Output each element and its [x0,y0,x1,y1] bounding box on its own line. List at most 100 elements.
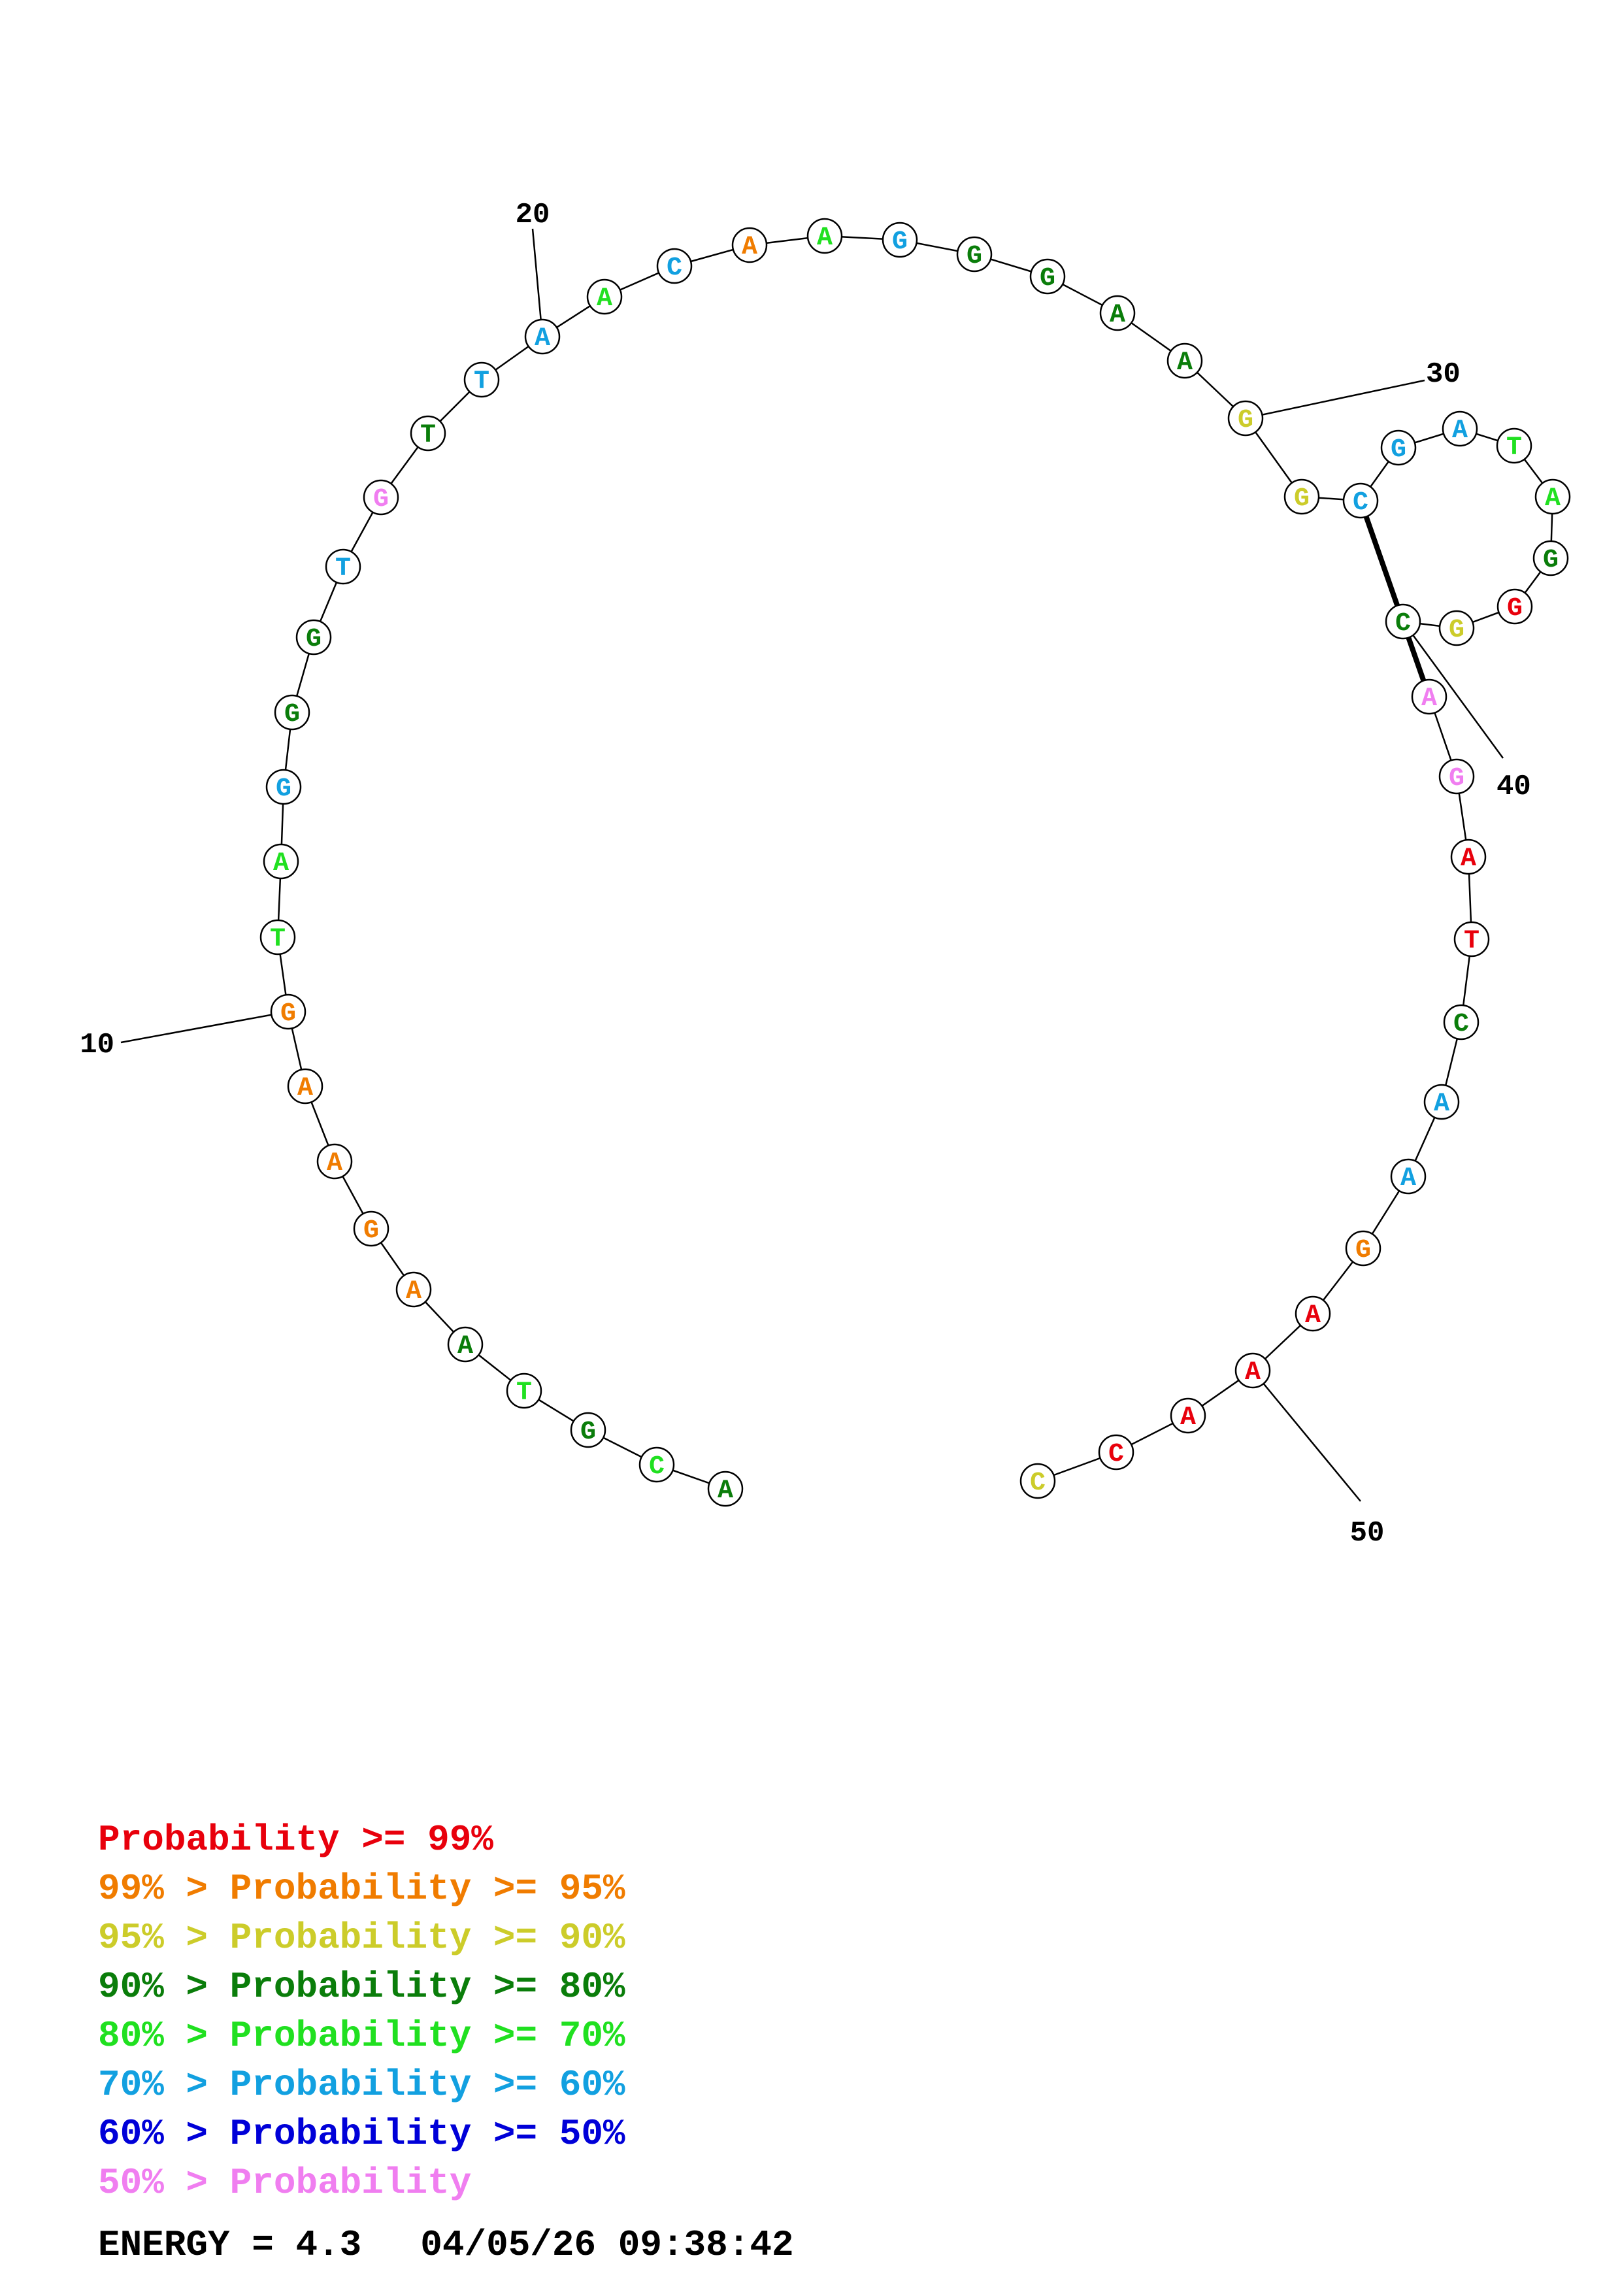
nucleotide-circle [325,548,361,585]
nucleotide-20: A [524,318,561,355]
nucleotide-letter: G [967,242,982,271]
legend-prefix: 90% > [98,1966,230,2008]
nucleotide-letter: G [892,227,908,257]
nucleotide-49: A [1295,1295,1331,1332]
nucleotide-9: A [287,1068,323,1105]
legend-text: Probability >= 90% [230,1917,625,1959]
nucleotide-circle [1385,603,1421,640]
nucleotide-circle [353,1210,389,1247]
nucleotide-7: G [353,1210,389,1247]
nucleotide-letter: T [1506,433,1522,463]
nucleotide-circle [1496,588,1533,625]
legend-line-8: 50% > Probability [98,2162,471,2204]
timestamp: 04/05/26 09:38:42 [420,2224,793,2266]
legend-line-2: 99% > Probability >= 95% [98,1868,625,1910]
legend-line-6: 70% > Probability >= 60% [98,2064,625,2106]
nucleotide-letter: A [406,1277,422,1306]
legend-text: Probability >= 50% [230,2113,625,2155]
nucleotide-1: A [707,1471,744,1507]
nucleotide-letter: G [373,485,389,514]
legend-prefix: 60% > [98,2113,230,2155]
nucleotide-31: G [1283,478,1320,515]
nucleotide-circle [806,218,843,254]
nucleotide-circle [524,318,561,355]
nucleotide-letter: A [1461,844,1476,874]
nucleotide-47: A [1390,1158,1427,1195]
nucleotide-52: C [1098,1434,1134,1471]
position-label-10: 10 [80,1029,114,1061]
nucleotide-letter: T [474,367,489,397]
nucleotide-circle [1227,400,1264,437]
nucleotide-letter: G [1040,264,1055,293]
nucleotide-letter: T [335,554,351,584]
legend-text: Probability >= 95% [230,1868,625,1910]
nucleotide-letter: G [1449,764,1464,793]
legend-text: Probability >= 80% [230,1966,625,2008]
legend-text: Probability [230,2162,472,2204]
energy-value: ENERGY = 4.3 [98,2224,361,2266]
legend-line-3: 95% > Probability >= 90% [98,1917,625,1959]
nucleotide-5: A [447,1326,484,1363]
nucleotide-circle [1098,1434,1134,1471]
energy-footer: ENERGY = 4.3 04/05/26 09:38:42 [98,2224,794,2266]
nucleotide-circle [1166,342,1203,379]
nucleotide-36: A [1534,478,1571,515]
nucleotide-letter: A [273,849,289,878]
nucleotide-circle [956,236,993,273]
nucleotide-11: T [259,919,296,956]
nucleotide-53: C [1019,1463,1056,1499]
nucleotide-circle [1423,1084,1460,1120]
legend-text: Probability >= 70% [230,2015,625,2057]
nucleotide-letter: A [1110,301,1125,330]
nucleotide-letter: A [597,284,612,314]
nucleotide-letter: A [718,1476,733,1506]
nucleotide-letter: G [1355,1236,1371,1265]
nucleotide-circle [463,361,500,398]
nucleotide-letter: G [1507,594,1523,624]
nucleotide-circle [395,1271,432,1308]
nucleotide-circle [263,843,299,880]
nucleotide-8: A [316,1143,353,1180]
nucleotide-letter: T [1464,927,1479,956]
nucleotide-circle [274,694,310,731]
nucleotide-circle [1283,478,1320,515]
nucleotide-letter: G [580,1418,596,1447]
nucleotide-circle [1345,1230,1381,1267]
legend-prefix: 95% > [98,1917,230,1959]
base-pair-bond [1358,499,1432,698]
nucleotide-48: G [1345,1230,1381,1267]
base-pairs [1358,499,1432,698]
nucleotide-letter: T [420,421,436,450]
nucleotide-37: G [1532,540,1569,576]
nucleotide-letter: T [270,925,286,954]
nucleotide-42: G [1438,758,1475,795]
nucleotide-46: A [1423,1084,1460,1120]
position-leader-line [531,228,544,337]
nucleotide-circle [1029,258,1066,295]
nucleotide-letter: C [667,254,682,283]
nucleotide-letter: A [1400,1164,1416,1193]
nucleotide-51: A [1170,1397,1206,1434]
nucleotide-letter: C [1030,1469,1046,1498]
nucleotide-circle [1380,429,1417,466]
nucleotide-circle [1411,678,1447,715]
position-label-50: 50 [1350,1517,1385,1550]
nucleotide-letter: A [742,233,757,262]
position-leader-line [1252,1370,1361,1502]
nucleotide-circle [270,993,306,1030]
nucleotide-letter: C [1108,1440,1124,1469]
legend-text: Probability >= 60% [230,2064,625,2106]
nucleotide-letter: A [457,1332,473,1361]
nucleotide-10: G [270,993,306,1030]
nucleotide-letter: G [284,700,300,729]
nucleotide-letter: C [1453,1010,1469,1039]
nucleotide-letter: A [1177,348,1193,378]
nucleotide-letter: G [1449,616,1464,645]
nucleotide-letter: G [1543,546,1559,575]
nucleotide-24: A [806,218,843,254]
nucleotide-letter: G [1294,484,1310,514]
nucleotide-letter: A [1452,416,1468,446]
nucleotide-circle [1496,427,1532,464]
